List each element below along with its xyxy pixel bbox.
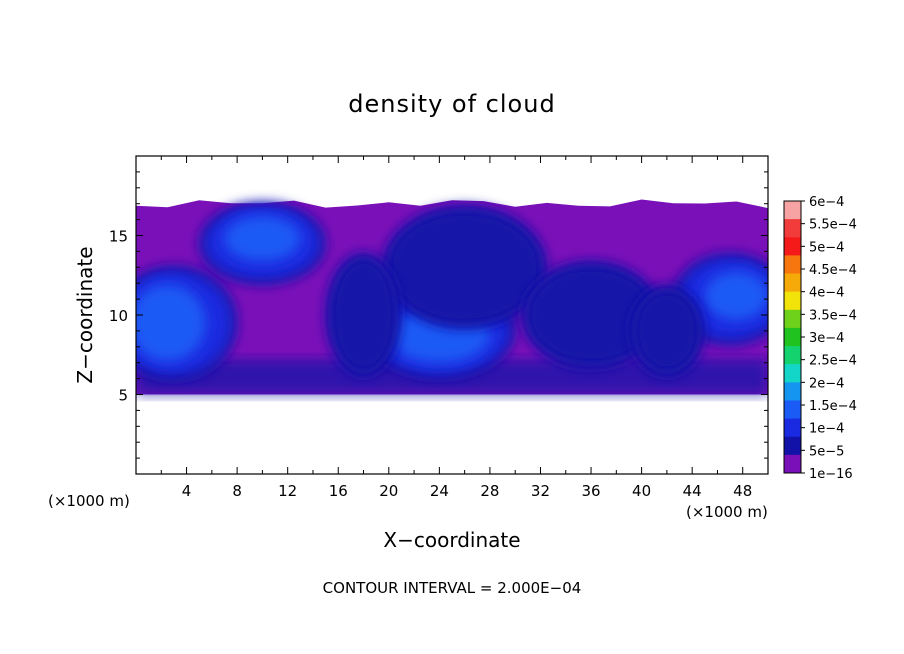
colorbar-segment [784, 454, 801, 474]
colorbar-label: 4.5e−4 [809, 263, 857, 278]
cloud-field [136, 199, 768, 395]
cloud-blob [224, 216, 301, 261]
cloud-blob [635, 291, 699, 371]
x-tick-label: 12 [278, 482, 297, 500]
colorbar-label: 4e−4 [809, 286, 844, 301]
colorbar-label: 1e−4 [809, 422, 844, 437]
contour-interval-footer: CONTOUR INTERVAL = 2.000E−04 [323, 579, 582, 597]
colorbar-label: 5e−4 [809, 240, 844, 255]
colorbar-label: 5e−5 [809, 444, 844, 459]
x-axis-label: X−coordinate [383, 528, 520, 552]
colorbar-segment [784, 400, 801, 420]
cloud-blob [136, 284, 206, 362]
y-axis: 5 10 15 [109, 171, 768, 459]
x-tick-label: 20 [379, 482, 398, 500]
colorbar-segment [784, 418, 801, 438]
x-tick-label: 36 [581, 482, 600, 500]
x-tick-label: 28 [480, 482, 499, 500]
colorbar-label: 5.5e−4 [809, 218, 857, 233]
x-tick-label: 32 [531, 482, 550, 500]
colorbar-label: 3e−4 [809, 331, 844, 346]
y-tick-label: 15 [109, 228, 128, 246]
colorbar-segment [784, 237, 801, 256]
colorbar-segment [784, 219, 801, 238]
colorbar-label: 3.5e−4 [809, 308, 857, 323]
x-tick-label: 24 [430, 482, 449, 500]
colorbar-label: 2e−4 [809, 376, 844, 391]
cloud-blob [388, 211, 541, 323]
x-tick-label: 16 [329, 482, 348, 500]
colorbar-label: 6e−4 [809, 195, 844, 210]
colorbar-segment [784, 273, 801, 293]
colorbar-segment [784, 291, 801, 311]
colorbar-label: 1.5e−4 [809, 399, 857, 414]
x-unit-left: (×1000 m) [48, 492, 130, 510]
x-tick-label: 48 [733, 482, 752, 500]
cloud-blob [331, 259, 396, 371]
y-axis-label: Z−coordinate [73, 246, 97, 383]
colorbar-segment [784, 327, 801, 347]
colorbar-segment [784, 436, 801, 456]
x-tick-label: 40 [632, 482, 651, 500]
x-axis: 4 8 12 16 20 24 28 32 36 40 44 48 [160, 156, 752, 500]
colorbar-segment [784, 346, 801, 365]
colorbar-label: 1e−16 [809, 467, 853, 482]
cloud-blob [527, 267, 655, 363]
x-tick-label: 4 [182, 482, 192, 500]
colorbar-segment [784, 255, 801, 275]
colorbar-segment [784, 201, 801, 220]
cloud-blob [704, 272, 768, 320]
colorbar: 6e−4 5.5e−4 5e−4 4.5e−4 4e−4 3.5e−4 3e−4 2.5e−4… [783, 195, 857, 482]
chart-title: density of cloud [348, 90, 555, 118]
y-tick-label: 10 [109, 307, 128, 325]
colorbar-segment [784, 364, 801, 383]
x-unit-right: (×1000 m) [686, 503, 768, 521]
y-tick-label: 5 [118, 387, 128, 405]
colorbar-segment [784, 309, 801, 329]
colorbar-label: 2.5e−4 [809, 354, 857, 369]
x-tick-label: 44 [683, 482, 702, 500]
x-tick-label: 8 [232, 482, 242, 500]
colorbar-segment [784, 382, 801, 401]
